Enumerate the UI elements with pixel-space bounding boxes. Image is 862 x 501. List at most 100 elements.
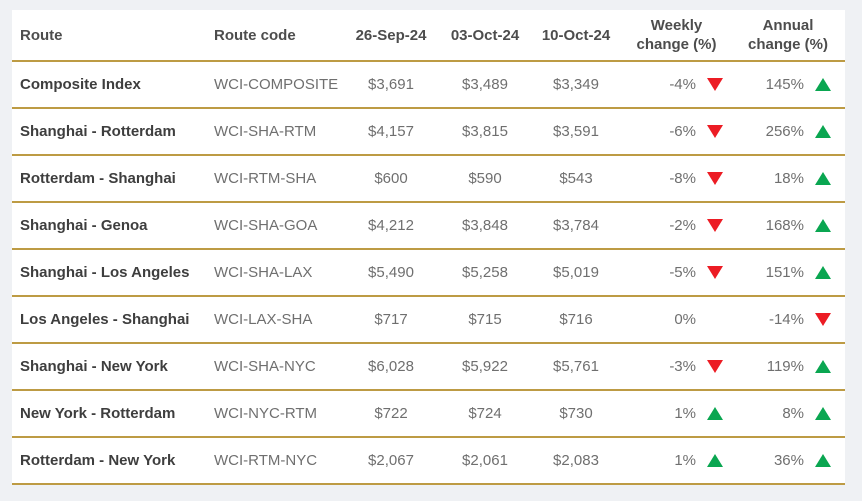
col-header-date-3: 10-Oct-24 [541, 26, 611, 44]
col-header-route: Route [20, 26, 63, 44]
table-row: Shanghai - New York WCI-SHA-NYC $6,028 $… [12, 342, 845, 390]
down-triangle-icon [707, 266, 723, 279]
route-code-cell: WCI-SHA-GOA [212, 201, 342, 249]
route-code-cell: WCI-SHA-NYC [212, 342, 342, 390]
up-triangle-icon [815, 360, 831, 373]
price-cell-date-1: $717 [342, 295, 440, 343]
freight-rates-table: Route Route code 26-Sep-24 03-Oct-24 10-… [12, 10, 845, 485]
table-row: Shanghai - Rotterdam WCI-SHA-RTM $4,157 … [12, 107, 845, 155]
annual-change-cell: 151% [731, 248, 845, 296]
weekly-change-cell: -8% [622, 154, 731, 202]
up-triangle-icon [815, 172, 831, 185]
down-triangle-icon [707, 125, 723, 138]
up-triangle-icon [815, 266, 831, 279]
weekly-change-cell: -6% [622, 107, 731, 155]
price-cell-date-2: $590 [440, 154, 530, 202]
weekly-change-value: 0% [674, 311, 696, 328]
weekly-change-value: -5% [622, 264, 731, 281]
col-header-date-2: 03-Oct-24 [450, 26, 520, 44]
annual-change-cell: -14% [731, 295, 845, 343]
annual-change-value: 168% [731, 217, 845, 234]
up-triangle-icon [815, 219, 831, 232]
price-cell-date-2: $715 [440, 295, 530, 343]
route-cell: Rotterdam - Shanghai [12, 154, 212, 202]
weekly-change-value: -8% [622, 170, 731, 187]
down-triangle-icon [707, 360, 723, 373]
price-cell-date-2: $3,815 [440, 107, 530, 155]
route-cell: Rotterdam - New York [12, 436, 212, 484]
down-triangle-icon [707, 219, 723, 232]
table-row: Shanghai - Genoa WCI-SHA-GOA $4,212 $3,8… [12, 201, 845, 249]
table-row: Rotterdam - Shanghai WCI-RTM-SHA $600 $5… [12, 154, 845, 202]
down-triangle-icon [707, 78, 723, 91]
annual-change-cell: 168% [731, 201, 845, 249]
table-row: Rotterdam - New York WCI-RTM-NYC $2,067 … [12, 436, 845, 484]
route-code-cell: WCI-LAX-SHA [212, 295, 342, 343]
price-cell-date-3: $3,591 [530, 107, 622, 155]
weekly-change-cell: -3% [622, 342, 731, 390]
price-cell-date-3: $716 [530, 295, 622, 343]
weekly-change-cell: -4% [622, 60, 731, 108]
weekly-change-cell: 1% [622, 436, 731, 484]
table-row: Shanghai - Los Angeles WCI-SHA-LAX $5,49… [12, 248, 845, 296]
annual-change-cell: 18% [731, 154, 845, 202]
price-cell-date-3: $3,784 [530, 201, 622, 249]
price-cell-date-3: $730 [530, 389, 622, 437]
route-code-cell: WCI-NYC-RTM [212, 389, 342, 437]
price-cell-date-3: $543 [530, 154, 622, 202]
route-cell: Shanghai - New York [12, 342, 212, 390]
price-cell-date-2: $3,489 [440, 60, 530, 108]
price-cell-date-2: $2,061 [440, 436, 530, 484]
route-code-cell: WCI-SHA-LAX [212, 248, 342, 296]
price-cell-date-2: $3,848 [440, 201, 530, 249]
price-cell-date-1: $4,212 [342, 201, 440, 249]
price-cell-date-2: $5,258 [440, 248, 530, 296]
weekly-change-value: -3% [622, 358, 731, 375]
price-cell-date-2: $5,922 [440, 342, 530, 390]
route-cell: Los Angeles - Shanghai [12, 295, 212, 343]
weekly-change-value: 1% [622, 452, 731, 469]
route-code-cell: WCI-COMPOSITE [212, 60, 342, 108]
annual-change-value: 151% [731, 264, 845, 281]
table-body: Composite Index WCI-COMPOSITE $3,691 $3,… [12, 60, 845, 484]
price-cell-date-1: $2,067 [342, 436, 440, 484]
up-triangle-icon [707, 454, 723, 467]
annual-change-value: 8% [731, 405, 845, 422]
up-triangle-icon [815, 454, 831, 467]
route-code-cell: WCI-SHA-RTM [212, 107, 342, 155]
table-row: Composite Index WCI-COMPOSITE $3,691 $3,… [12, 60, 845, 108]
price-cell-date-3: $5,019 [530, 248, 622, 296]
route-cell: Shanghai - Rotterdam [12, 107, 212, 155]
annual-change-cell: 36% [731, 436, 845, 484]
price-cell-date-3: $3,349 [530, 60, 622, 108]
up-triangle-icon [815, 125, 831, 138]
table-header-row: Route Route code 26-Sep-24 03-Oct-24 10-… [12, 10, 845, 61]
price-cell-date-1: $5,490 [342, 248, 440, 296]
weekly-change-value: -4% [622, 76, 731, 93]
col-header-annual-change: Annual change (%) [747, 17, 828, 53]
route-cell: New York - Rotterdam [12, 389, 212, 437]
annual-change-cell: 119% [731, 342, 845, 390]
annual-change-value: -14% [731, 311, 845, 328]
up-triangle-icon [707, 407, 723, 420]
weekly-change-value: -6% [622, 123, 731, 140]
freight-rates-table-card: Route Route code 26-Sep-24 03-Oct-24 10-… [12, 10, 845, 485]
weekly-change-value: 1% [622, 405, 731, 422]
annual-change-value: 119% [731, 358, 845, 375]
table-row: Los Angeles - Shanghai WCI-LAX-SHA $717 … [12, 295, 845, 343]
price-cell-date-1: $722 [342, 389, 440, 437]
down-triangle-icon [815, 313, 831, 326]
up-triangle-icon [815, 78, 831, 91]
price-cell-date-1: $4,157 [342, 107, 440, 155]
table-row: New York - Rotterdam WCI-NYC-RTM $722 $7… [12, 389, 845, 437]
price-cell-date-1: $600 [342, 154, 440, 202]
annual-change-cell: 8% [731, 389, 845, 437]
annual-change-value: 36% [731, 452, 845, 469]
down-triangle-icon [707, 172, 723, 185]
route-cell: Shanghai - Los Angeles [12, 248, 212, 296]
up-triangle-icon [815, 407, 831, 420]
annual-change-cell: 256% [731, 107, 845, 155]
price-cell-date-3: $5,761 [530, 342, 622, 390]
col-header-weekly-change: Weekly change (%) [636, 17, 717, 53]
